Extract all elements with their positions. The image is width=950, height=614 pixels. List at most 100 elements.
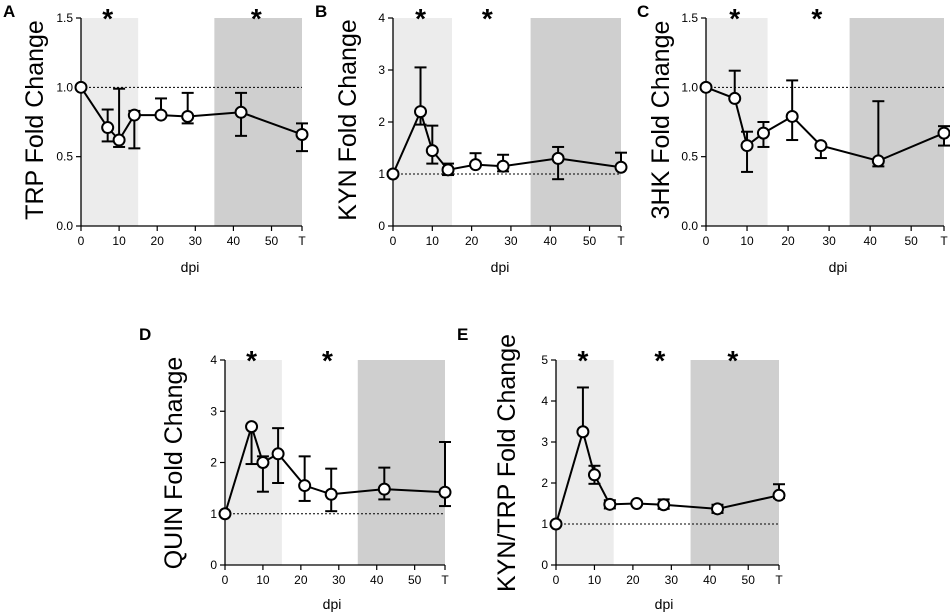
x-tick-label: 30 [665,573,679,587]
shaded-region-dark [214,18,302,226]
data-point [438,485,452,499]
data-point [710,502,724,516]
data-point [756,126,770,140]
x-tick-label: 50 [583,234,597,248]
x-tick-label: 40 [370,573,384,587]
x-tick-label: 30 [189,234,203,248]
x-tick-label: 30 [332,573,346,587]
y-tick-label: 1.5 [681,11,698,25]
y-tick-label: 4 [378,11,385,25]
series-line [392,108,622,175]
y-tick-label: 2 [378,115,385,129]
x-tick-label: 40 [863,234,877,248]
y-tick-label: 1.0 [681,80,698,94]
y-tick-label: 5 [541,353,548,367]
x-tick-label: 50 [408,573,422,587]
panel-c: C 3HK Fold Change dpi 0.0 0.5 1.0 1.5 0 10 20 3… [637,2,950,275]
x-tick-label: T [298,234,306,248]
data-point [101,121,115,135]
data-point [871,154,885,168]
significance-marker: * [102,3,113,34]
y-tick-label: 1 [378,167,385,181]
data-point [699,80,713,94]
y-axis-label: TRP Fold Change [21,20,49,220]
panel-label: B [315,2,327,21]
data-point [74,80,88,94]
x-tick-label: 10 [256,573,270,587]
data-point [740,139,754,153]
significance-marker: * [482,3,493,34]
x-tick-label: 10 [426,234,440,248]
y-axis-label: 3HK Fold Change [647,21,675,220]
series-line [705,86,945,162]
y-tick-label: 0.5 [56,150,73,164]
data-point [772,488,786,502]
x-tick-label: 0 [390,234,397,248]
x-tick-label: 20 [294,573,308,587]
data-point [218,507,232,521]
x-tick-label: 20 [465,234,479,248]
y-tick-label: 0 [378,219,385,233]
significance-marker: * [811,3,822,34]
data-point [576,425,590,439]
x-tick-label: 0 [553,573,560,587]
data-point [549,517,563,531]
data-point [256,456,270,469]
data-point [377,482,391,496]
panel-label: D [139,325,151,344]
y-tick-label: 0.5 [681,150,698,164]
data-point [154,108,168,122]
x-tick-label: 50 [742,573,756,587]
x-tick-label: 10 [112,234,126,248]
data-point [614,160,628,174]
panel-label: E [457,325,468,344]
x-tick-label: 20 [151,234,165,248]
y-tick-label: 0 [210,558,217,572]
y-tick-label: 4 [541,394,548,408]
x-tick-label: 0 [222,573,229,587]
shaded-region-light [556,360,614,565]
x-tick-label: T [617,234,625,248]
significance-marker: * [727,345,738,376]
data-point [551,151,565,165]
y-axis-label: KYN Fold Change [334,19,362,221]
x-tick-label: 50 [265,234,279,248]
data-point [324,487,338,501]
significance-marker: * [729,3,740,34]
y-tick-label: 0 [541,558,548,572]
y-axis-label: KYN/TRP Fold Change [493,334,521,592]
y-tick-label: 3 [210,404,217,418]
data-point [271,447,285,461]
x-axis-label: dpi [829,259,848,275]
shaded-region-dark [530,18,621,226]
y-tick-label: 1.5 [56,11,73,25]
data-point [469,158,483,172]
panel-label: A [3,2,15,21]
y-tick-label: 1 [541,517,548,531]
y-tick-label: 1.0 [56,80,73,94]
shaded-region-dark [690,360,779,565]
shaded-region-light [706,18,768,226]
shaded-region-dark [849,18,944,226]
significance-marker: * [654,345,665,376]
x-axis-label: dpi [181,259,200,275]
y-tick-label: 0.0 [56,219,73,233]
x-tick-label: 0 [703,234,710,248]
significance-marker: * [251,3,262,34]
y-tick-label: 2 [541,476,548,490]
significance-marker: * [322,345,333,376]
data-point [603,497,617,511]
y-tick-label: 2 [210,456,217,470]
y-axis-label: QUIN Fold Change [160,357,188,570]
data-point [234,105,248,119]
y-tick-label: 0.0 [681,219,698,233]
data-point [414,105,428,119]
data-point [785,109,799,123]
x-tick-label: 30 [822,234,836,248]
x-axis-label: dpi [655,596,674,612]
x-tick-label: 50 [904,234,918,248]
